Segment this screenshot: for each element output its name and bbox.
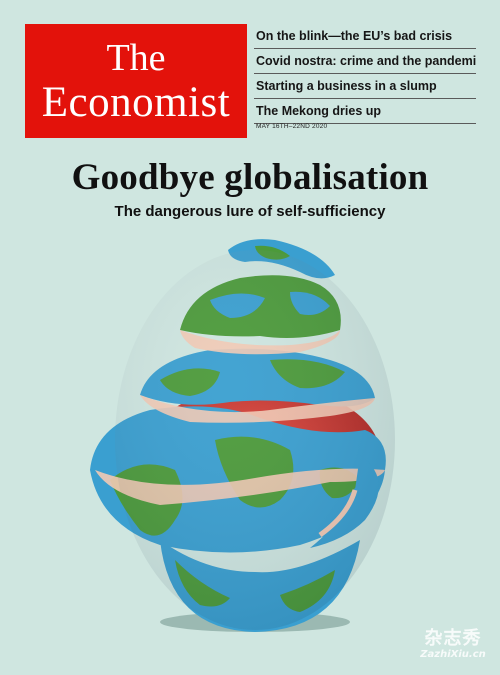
cover-subhead: The dangerous lure of self-sufficiency — [114, 203, 386, 220]
teaser-item[interactable]: Covid nostra: crime and the pandemic — [254, 49, 476, 74]
masthead-line-2: Economist — [41, 79, 231, 126]
teaser-item[interactable]: The Mekong dries up — [254, 99, 476, 124]
masthead-logo[interactable]: The Economist — [25, 24, 247, 138]
issue-dateline: MAY 16TH–22ND 2020 — [256, 123, 328, 130]
teaser-list: On the blink—the EU’s bad crisis Covid n… — [254, 24, 476, 124]
watermark-logo: 杂志秀 ZazhiXiu.cn — [420, 629, 486, 661]
teaser-item[interactable]: On the blink—the EU’s bad crisis — [254, 24, 476, 49]
cover-headline[interactable]: Goodbye globalisation — [71, 157, 429, 198]
watermark-line-1: 杂志秀 — [424, 628, 482, 649]
teaser-item[interactable]: Starting a business in a slump — [254, 74, 476, 99]
masthead-line-1: The — [106, 37, 166, 79]
globe-shading — [115, 250, 395, 630]
watermark-line-2: ZazhiXiu.cn — [420, 649, 486, 660]
